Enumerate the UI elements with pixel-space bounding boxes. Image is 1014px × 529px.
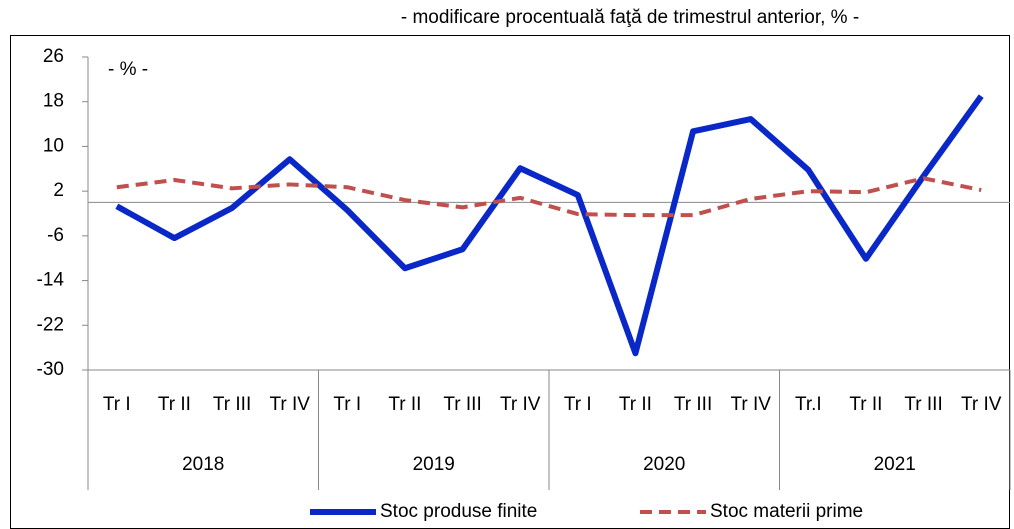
x-tick-label: Tr III bbox=[213, 394, 251, 415]
y-tick-label: 18 bbox=[43, 91, 64, 112]
x-tick-label: Tr I bbox=[564, 394, 592, 415]
group-label: 2020 bbox=[643, 454, 685, 475]
x-tick-label: Tr.I bbox=[795, 394, 822, 415]
x-tick-label: Tr I bbox=[333, 394, 361, 415]
y-tick-label: 2 bbox=[53, 180, 64, 201]
x-tick-label: Tr II bbox=[849, 394, 882, 415]
unit-label: - % - bbox=[108, 59, 148, 80]
y-tick-label: -14 bbox=[37, 270, 65, 291]
y-tick-label: 26 bbox=[43, 46, 64, 67]
x-tick-label: Tr IV bbox=[500, 394, 541, 415]
group-label: 2018 bbox=[182, 454, 224, 475]
x-tick-label: Tr IV bbox=[269, 394, 310, 415]
group-label: 2021 bbox=[874, 454, 916, 475]
x-tick-label: Tr II bbox=[158, 394, 191, 415]
chart-subtitle: - modificare procentuală faţă de trimest… bbox=[401, 7, 859, 28]
x-tick-label: Tr IV bbox=[961, 394, 1002, 415]
x-tick-label: Tr III bbox=[674, 394, 712, 415]
x-tick-label: Tr II bbox=[388, 394, 421, 415]
legend-label: Stoc materii prime bbox=[710, 501, 863, 522]
y-tick-label: -6 bbox=[47, 225, 64, 246]
y-tick-label: -22 bbox=[37, 314, 64, 335]
x-tick-label: Tr IV bbox=[730, 394, 771, 415]
series-line bbox=[115, 94, 984, 357]
legend-label: Stoc produse finite bbox=[380, 501, 537, 522]
series-line bbox=[116, 176, 982, 218]
x-tick-label: Tr III bbox=[904, 394, 942, 415]
x-tick-label: Tr II bbox=[619, 394, 652, 415]
group-label: 2019 bbox=[413, 454, 455, 475]
y-tick-label: 10 bbox=[43, 135, 64, 156]
x-tick-label: Tr III bbox=[443, 394, 481, 415]
y-tick-label: -30 bbox=[37, 359, 64, 380]
chart-border bbox=[10, 35, 1010, 529]
x-tick-label: Tr I bbox=[103, 394, 131, 415]
